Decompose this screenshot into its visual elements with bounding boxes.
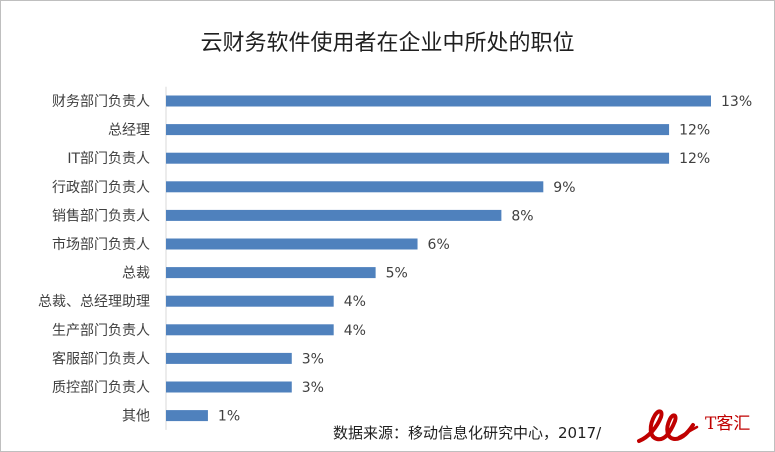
- value-label-7: 4%: [344, 294, 366, 310]
- category-label-9: 客服部门负责人: [52, 350, 150, 367]
- bars-layer: [166, 95, 711, 422]
- chart-title: 云财务软件使用者在企业中所处的职位: [200, 31, 575, 56]
- value-label-2: 12%: [679, 151, 710, 167]
- value-label-9: 3%: [302, 351, 324, 367]
- bar-5: [166, 238, 418, 250]
- bar-7: [166, 295, 334, 307]
- value-label-0: 13%: [721, 94, 752, 110]
- bar-6: [166, 267, 376, 279]
- value-label-6: 5%: [386, 266, 408, 282]
- value-label-8: 4%: [344, 323, 366, 339]
- bar-2: [166, 152, 670, 164]
- value-label-1: 12%: [679, 123, 710, 139]
- category-label-10: 质控部门负责人: [52, 380, 150, 396]
- it-keji-logo-icon: T客汇: [637, 409, 750, 443]
- value-label-4: 8%: [511, 208, 533, 224]
- category-label-7: 总裁、总经理助理: [38, 294, 150, 310]
- value-label-5: 6%: [428, 237, 450, 253]
- bar-11: [166, 410, 208, 422]
- bar-0: [166, 95, 711, 107]
- category-label-6: 总裁: [122, 266, 150, 282]
- category-label-8: 生产部门负责人: [52, 323, 150, 339]
- bar-9: [166, 352, 292, 364]
- category-label-0: 财务部门负责人: [52, 94, 150, 110]
- bar-1: [166, 124, 670, 136]
- category-label-1: 总经理: [108, 123, 150, 139]
- category-label-11: 其他: [122, 409, 150, 425]
- category-label-4: 销售部门负责人: [52, 208, 150, 224]
- bar-3: [166, 181, 544, 193]
- category-label-2: IT部门负责人: [67, 151, 150, 167]
- bar-8: [166, 324, 334, 336]
- value-label-10: 3%: [302, 380, 324, 396]
- value-label-11: 1%: [218, 409, 240, 425]
- labels-layer: 财务部门负责人 13% 总经理 12% IT部门负责人 12% 行政部门负责人 9% 销售部门负…: [38, 94, 752, 425]
- watermark-text: T客汇: [705, 414, 750, 434]
- category-label-5: 市场部门负责人: [52, 236, 150, 253]
- category-label-3: 行政部门负责人: [52, 180, 150, 196]
- source-note: 数据来源：移动信息化研究中心，2017/: [333, 424, 602, 442]
- bar-10: [166, 381, 292, 393]
- value-label-3: 9%: [553, 180, 575, 196]
- bar-4: [166, 209, 502, 221]
